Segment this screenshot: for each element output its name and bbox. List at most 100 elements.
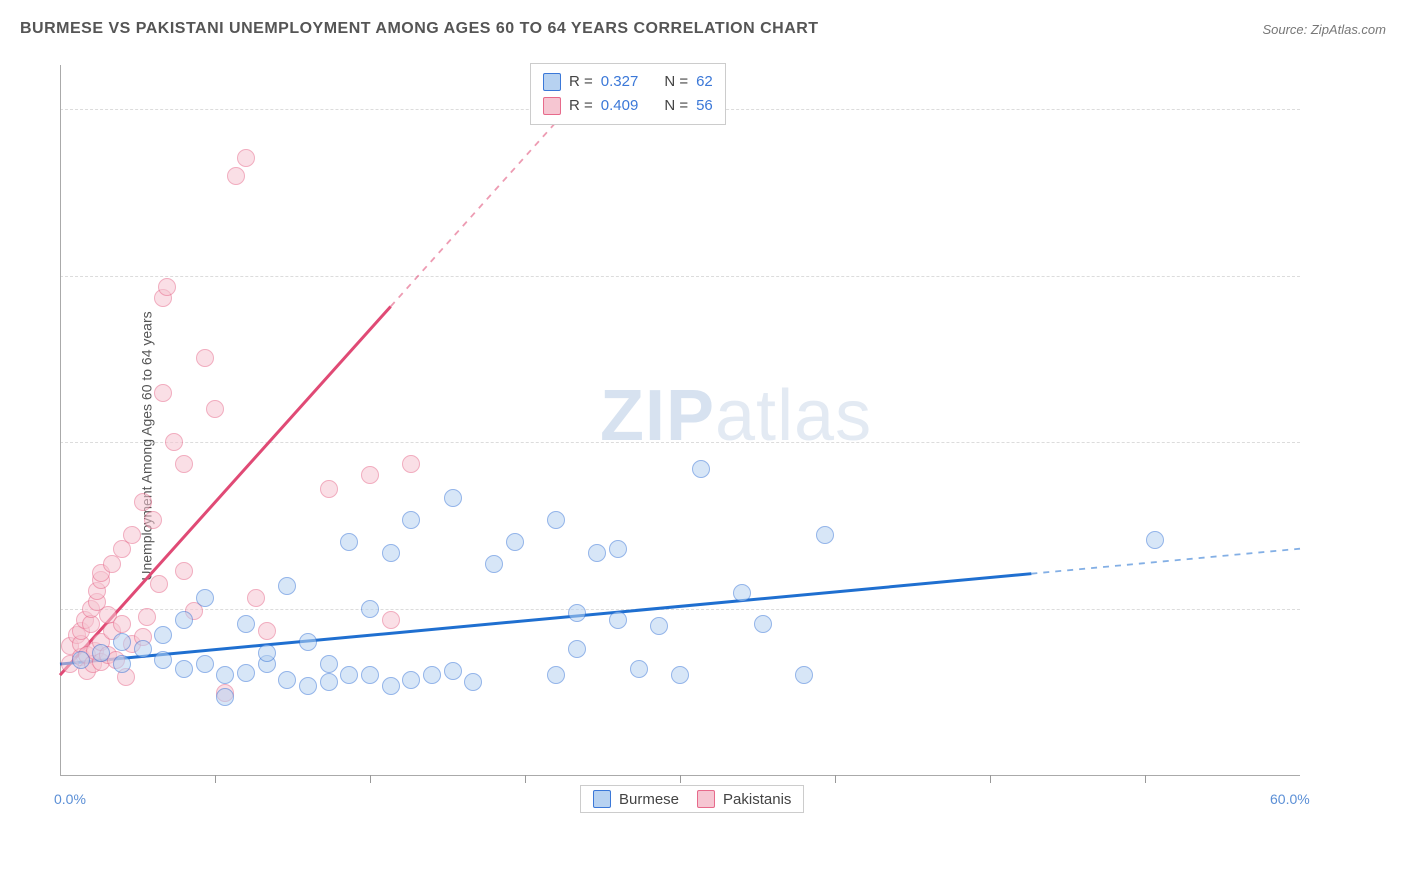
burmese-point [196,655,214,673]
burmese-point [154,651,172,669]
pakistanis-point [227,167,245,185]
burmese-point [444,489,462,507]
burmese-point [402,671,420,689]
legend-swatch [697,790,715,808]
burmese-point [568,604,586,622]
burmese-point [382,677,400,695]
stats-box: R = 0.327 N = 62 R = 0.409 N = 56 [530,63,726,125]
burmese-point [506,533,524,551]
burmese-point [237,664,255,682]
pakistanis-point [134,493,152,511]
legend-item: Burmese [593,790,679,808]
pakistanis-point [150,575,168,593]
stat-n-label: N = [664,94,688,118]
burmese-point [361,600,379,618]
pakistanis-point [320,480,338,498]
pakistanis-point [144,511,162,529]
pakistanis-point [103,555,121,573]
burmese-point [134,640,152,658]
legend-label: Pakistanis [723,791,791,808]
burmese-point [113,655,131,673]
source-label: Source: [1262,22,1310,37]
burmese-point [196,589,214,607]
scatter-plot: ZIPatlas 7.5%15.0%22.5%30.0%0.0%60.0%R =… [60,55,1380,825]
pakistanis-point [402,455,420,473]
burmese-point [609,540,627,558]
stat-r-value: 0.327 [601,70,639,94]
burmese-point [609,611,627,629]
pakistanis-point [361,466,379,484]
legend-item: Pakistanis [697,790,791,808]
pakistanis-point [237,149,255,167]
burmese-point [402,511,420,529]
burmese-point [547,666,565,684]
stats-swatch [543,97,561,115]
pakistanis-point [247,589,265,607]
burmese-point [258,644,276,662]
stats-row: R = 0.327 N = 62 [543,70,713,94]
source-attribution: Source: ZipAtlas.com [1262,22,1386,37]
burmese-point [154,626,172,644]
burmese-point [588,544,606,562]
burmese-point [733,584,751,602]
pakistanis-point [113,615,131,633]
burmese-point [237,615,255,633]
chart-title: BURMESE VS PAKISTANI UNEMPLOYMENT AMONG … [20,20,819,38]
pakistanis-point [138,608,156,626]
burmese-point [816,526,834,544]
pakistanis-point [154,384,172,402]
legend-swatch [593,790,611,808]
burmese-point [671,666,689,684]
burmese-point [568,640,586,658]
burmese-point [278,671,296,689]
pakistanis-point [258,622,276,640]
stat-n-value: 62 [696,70,713,94]
burmese-point [795,666,813,684]
burmese-point [340,666,358,684]
burmese-point [113,633,131,651]
burmese-trend-solid [60,574,1031,664]
stats-row: R = 0.409 N = 56 [543,94,713,118]
burmese-point [216,688,234,706]
burmese-point [361,666,379,684]
title-bar: BURMESE VS PAKISTANI UNEMPLOYMENT AMONG … [20,20,1386,38]
burmese-point [299,633,317,651]
burmese-point [547,511,565,529]
burmese-point [340,533,358,551]
burmese-point [754,615,772,633]
burmese-point [72,651,90,669]
pakistanis-point [123,526,141,544]
pakistanis-point [175,455,193,473]
burmese-point [1146,531,1164,549]
burmese-point [423,666,441,684]
burmese-trend-dashed [1031,549,1300,574]
pakistanis-point [158,278,176,296]
pakistanis-point [382,611,400,629]
stat-n-value: 56 [696,94,713,118]
burmese-point [320,655,338,673]
burmese-point [650,617,668,635]
pakistanis-point [206,400,224,418]
burmese-point [692,460,710,478]
burmese-point [175,611,193,629]
trend-lines-layer [60,55,1380,825]
pakistanis-point [165,433,183,451]
stat-r-label: R = [569,94,593,118]
source-name: ZipAtlas.com [1311,22,1386,37]
pakistanis-point [196,349,214,367]
legend-label: Burmese [619,791,679,808]
burmese-point [92,644,110,662]
burmese-point [464,673,482,691]
stat-r-value: 0.409 [601,94,639,118]
pakistanis-point [82,615,100,633]
burmese-point [630,660,648,678]
burmese-point [382,544,400,562]
stat-n-label: N = [664,70,688,94]
burmese-point [320,673,338,691]
pakistanis-point [175,562,193,580]
burmese-point [175,660,193,678]
burmese-point [485,555,503,573]
burmese-point [444,662,462,680]
stat-r-label: R = [569,70,593,94]
burmese-point [299,677,317,695]
